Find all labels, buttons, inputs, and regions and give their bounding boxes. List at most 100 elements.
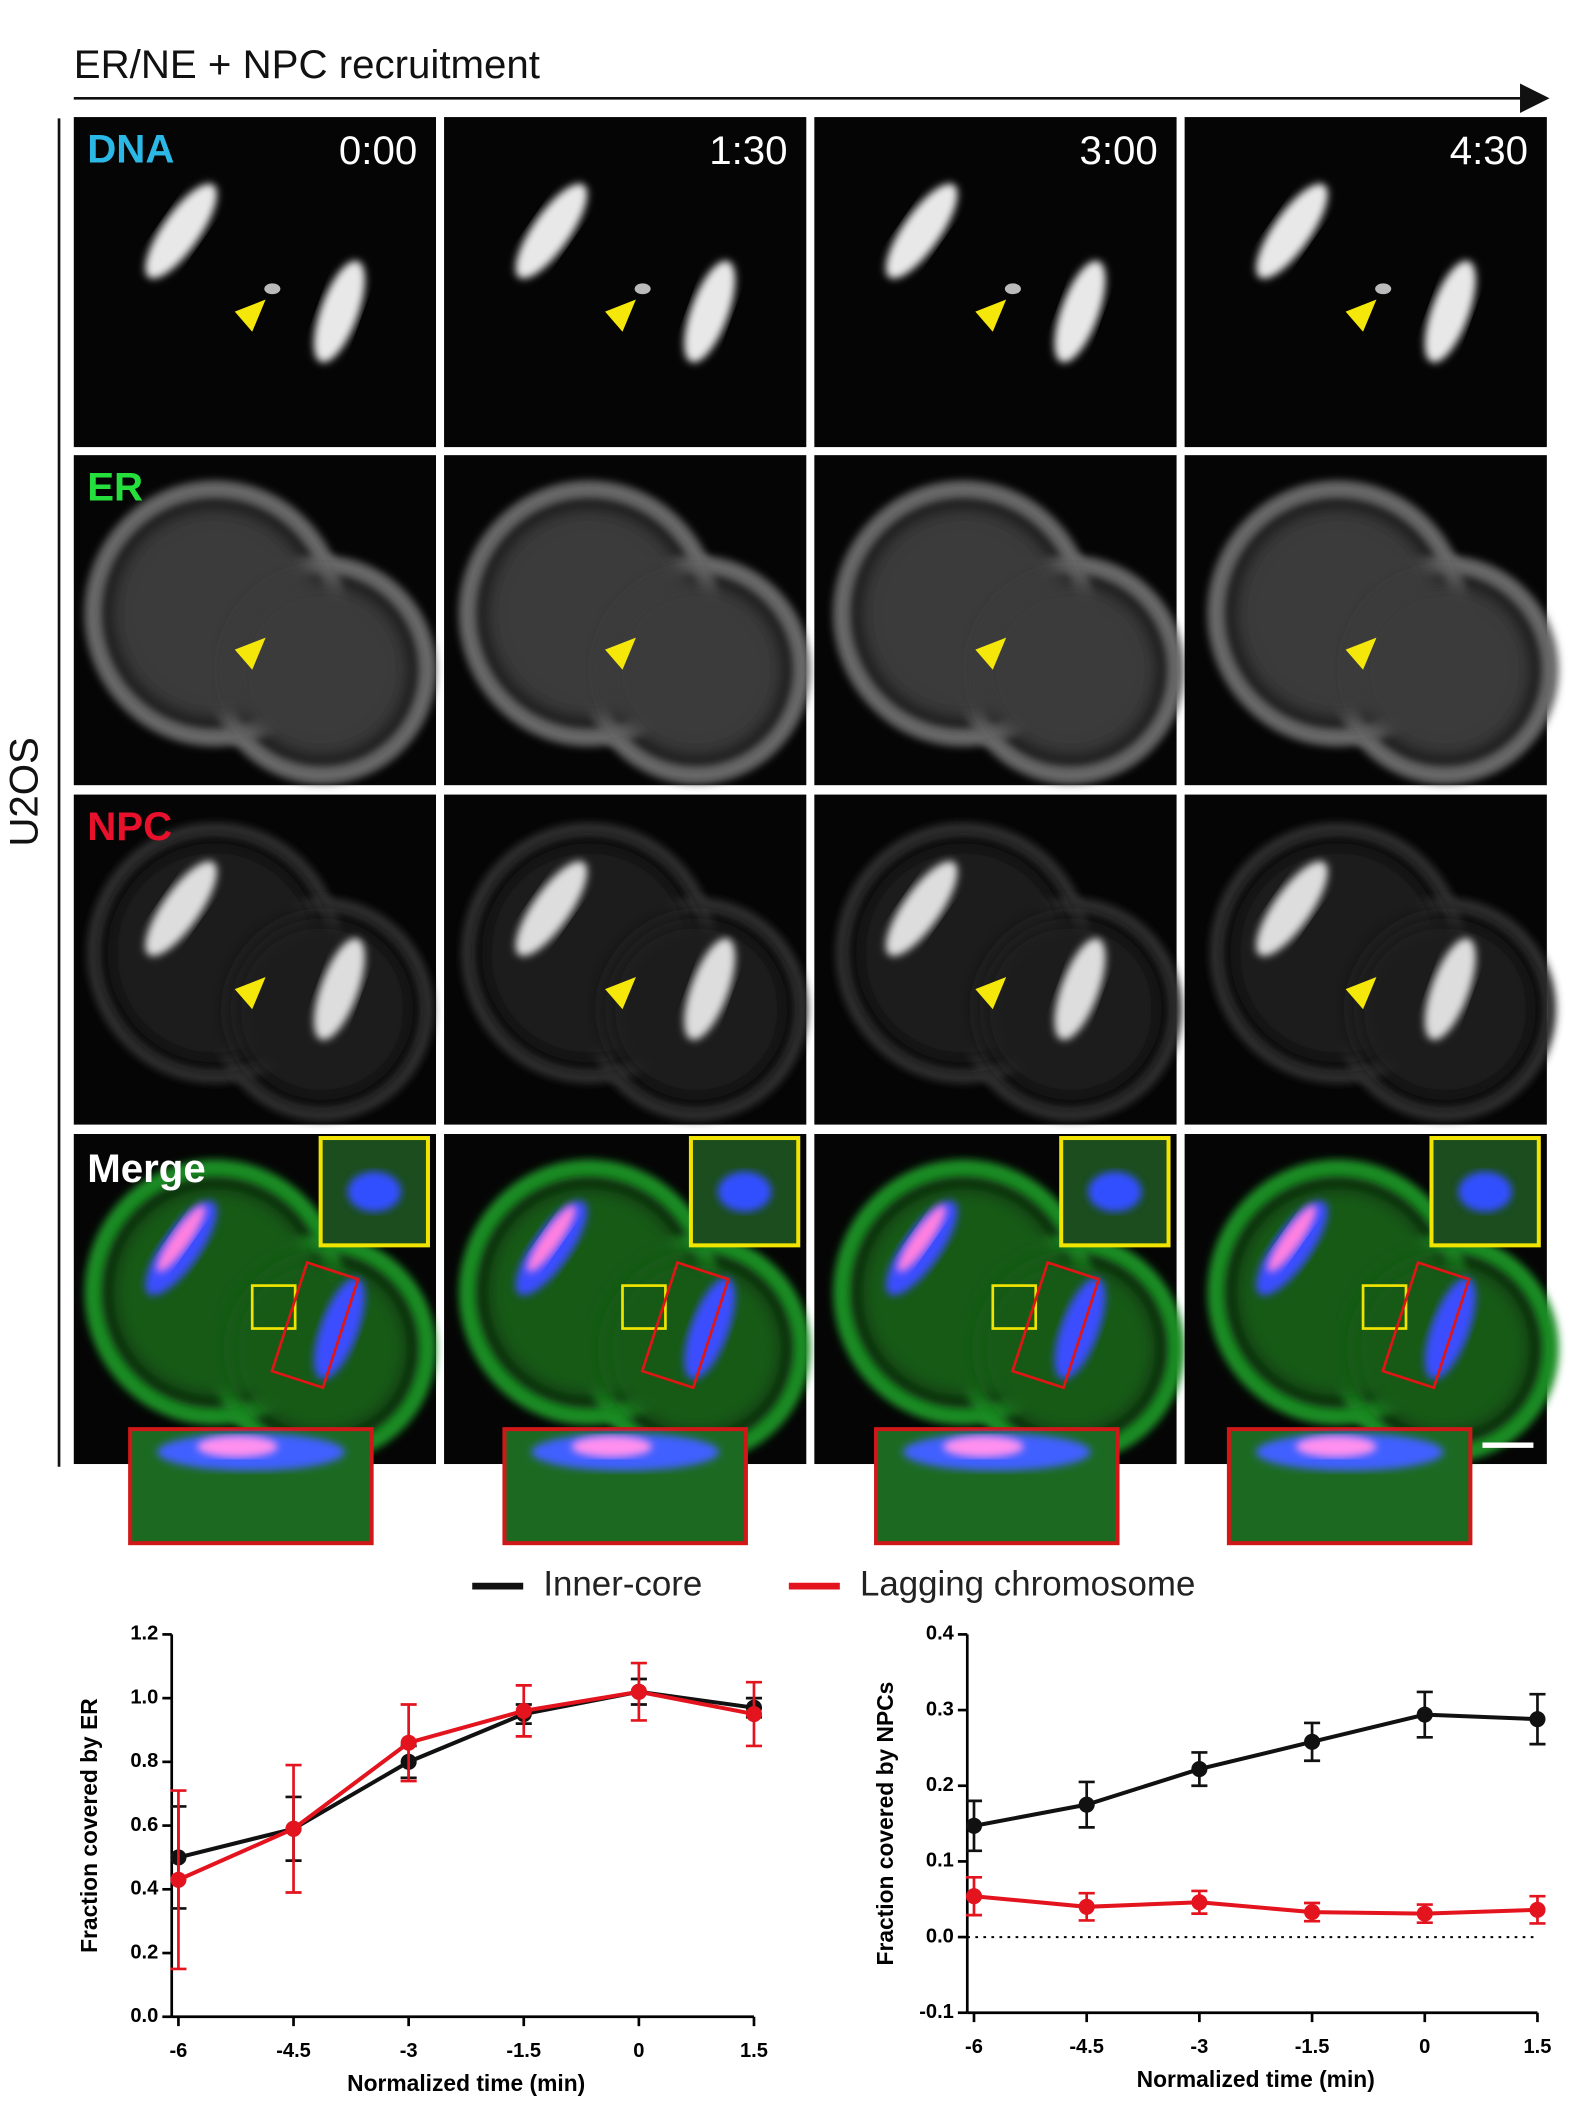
chromatin-pink	[527, 1205, 576, 1273]
image-panel: DNA 0:00	[73, 117, 437, 448]
row-label: ER	[87, 465, 143, 510]
panel-bg	[814, 117, 1177, 448]
cell-body	[979, 578, 1162, 762]
y-tick-label: 0.0	[926, 1925, 954, 1947]
y-tick-label: 0.2	[130, 1941, 158, 1963]
arrowhead	[605, 299, 636, 332]
time-label: 4:30	[1450, 128, 1528, 173]
cell-line-label: U2OS	[1, 737, 46, 847]
series-line	[973, 1894, 1538, 1916]
zoom-inset	[128, 1427, 374, 1546]
x-tick-label: -3	[400, 2040, 418, 2062]
series-line	[177, 1689, 755, 1860]
crop-box	[640, 1260, 731, 1390]
y-tick-label: 0.2	[926, 1774, 954, 1796]
time-label: 1:30	[709, 128, 787, 173]
x-tick-label: -6	[169, 2040, 187, 2062]
data-point	[1529, 1901, 1546, 1918]
chromatin	[313, 1277, 365, 1380]
image-panel: 3:00	[814, 117, 1177, 448]
time-label: 3:00	[1079, 128, 1157, 173]
x-tick-label: -6	[965, 2036, 983, 2058]
data-point	[1078, 1796, 1095, 1813]
row-label: Merge	[87, 1146, 206, 1191]
figure-title: ER/NE + NPC recruitment	[74, 42, 540, 87]
zoom-npc	[571, 1435, 653, 1458]
data-point	[285, 1820, 302, 1837]
zoom-npc	[197, 1435, 278, 1458]
image-panel: 4:30	[1184, 117, 1547, 448]
inset-blob	[1458, 1171, 1512, 1212]
x-tick-label: -1.5	[1295, 2036, 1330, 2058]
chromatin	[1054, 1277, 1106, 1380]
x-axis-label: Normalized time (min)	[347, 2070, 585, 2096]
arrowhead	[605, 637, 636, 670]
image-panel	[444, 1133, 811, 1465]
time-label: 0:00	[339, 128, 417, 173]
lagging	[1004, 283, 1021, 295]
y-tick-label: 0.4	[130, 1878, 159, 1900]
y-tick-label: 0.3	[926, 1698, 954, 1720]
arrow-head	[1520, 83, 1550, 114]
legend-label: Lagging chromosome	[860, 1564, 1195, 1603]
legend-label: Inner-core	[543, 1564, 702, 1603]
series-line	[973, 1712, 1538, 1828]
chromatin	[1256, 183, 1328, 279]
data-point	[745, 1706, 763, 1723]
panel-bg	[73, 117, 437, 448]
crop-box	[270, 1260, 360, 1390]
chromatin	[1424, 1277, 1476, 1380]
y-tick-label: 0.4	[926, 1623, 955, 1645]
data-point	[170, 1871, 187, 1888]
chromatin	[1424, 260, 1476, 363]
chromatin	[313, 938, 365, 1040]
panels: DNA 0:00 ER NPC Merge 1:30 3:00 4:30	[73, 117, 1559, 1546]
image-panel: NPC	[73, 794, 437, 1125]
zoom-inset	[1226, 1427, 1473, 1546]
chromatin	[885, 861, 958, 957]
y-tick-label: 0.6	[130, 1814, 158, 1836]
zoom-npc	[943, 1435, 1024, 1458]
lagging	[264, 283, 281, 295]
panel-bg	[444, 117, 807, 448]
zoom-box	[250, 1284, 297, 1330]
zoom-inset	[502, 1427, 748, 1546]
inset-blob	[1088, 1171, 1142, 1212]
y-tick-label: 0.1	[926, 1850, 954, 1872]
y-axis-label: Fraction covered by NPCs	[872, 1682, 898, 1966]
x-tick-label: 0	[1419, 2036, 1430, 2058]
chromatin-pink	[897, 1205, 947, 1273]
arrowhead	[975, 637, 1007, 670]
inset-frame	[1059, 1136, 1171, 1248]
data-point	[1191, 1761, 1208, 1778]
x-tick-label: 0	[633, 2040, 644, 2062]
chromatin-pink	[1267, 1205, 1317, 1273]
image-panel	[1184, 455, 1559, 786]
crop-box	[1381, 1260, 1471, 1390]
data-point	[1078, 1898, 1095, 1915]
chromatin	[515, 861, 588, 957]
y-tick-label: 0.8	[130, 1750, 158, 1772]
data-point	[1416, 1706, 1433, 1723]
plots: Inner-core Lagging chromosome 0.0 0.2 0.4 0.6…	[76, 1564, 1551, 2096]
arrowhead	[1345, 977, 1377, 1010]
data-point	[515, 1702, 532, 1719]
x-tick-label: -4.5	[1069, 2036, 1104, 2058]
cell-body	[605, 578, 788, 762]
chromatin	[145, 861, 217, 957]
inset-blob	[717, 1171, 772, 1212]
x-tick-label: -4.5	[276, 2040, 311, 2062]
inset-blob	[347, 1171, 402, 1212]
chromatin	[313, 260, 365, 363]
zoom-box	[1361, 1284, 1408, 1330]
panel-bg	[1184, 117, 1547, 448]
chromatin	[145, 183, 217, 279]
chromatin	[1054, 938, 1106, 1040]
image-panel: ER	[73, 455, 437, 786]
x-tick-label: -1.5	[506, 2040, 541, 2062]
x-tick-label: 1.5	[740, 2040, 768, 2062]
x-tick-label: -3	[1190, 2036, 1208, 2058]
arrowhead	[605, 977, 636, 1010]
data-point	[965, 1888, 983, 1905]
chromatin-pink	[156, 1205, 206, 1273]
